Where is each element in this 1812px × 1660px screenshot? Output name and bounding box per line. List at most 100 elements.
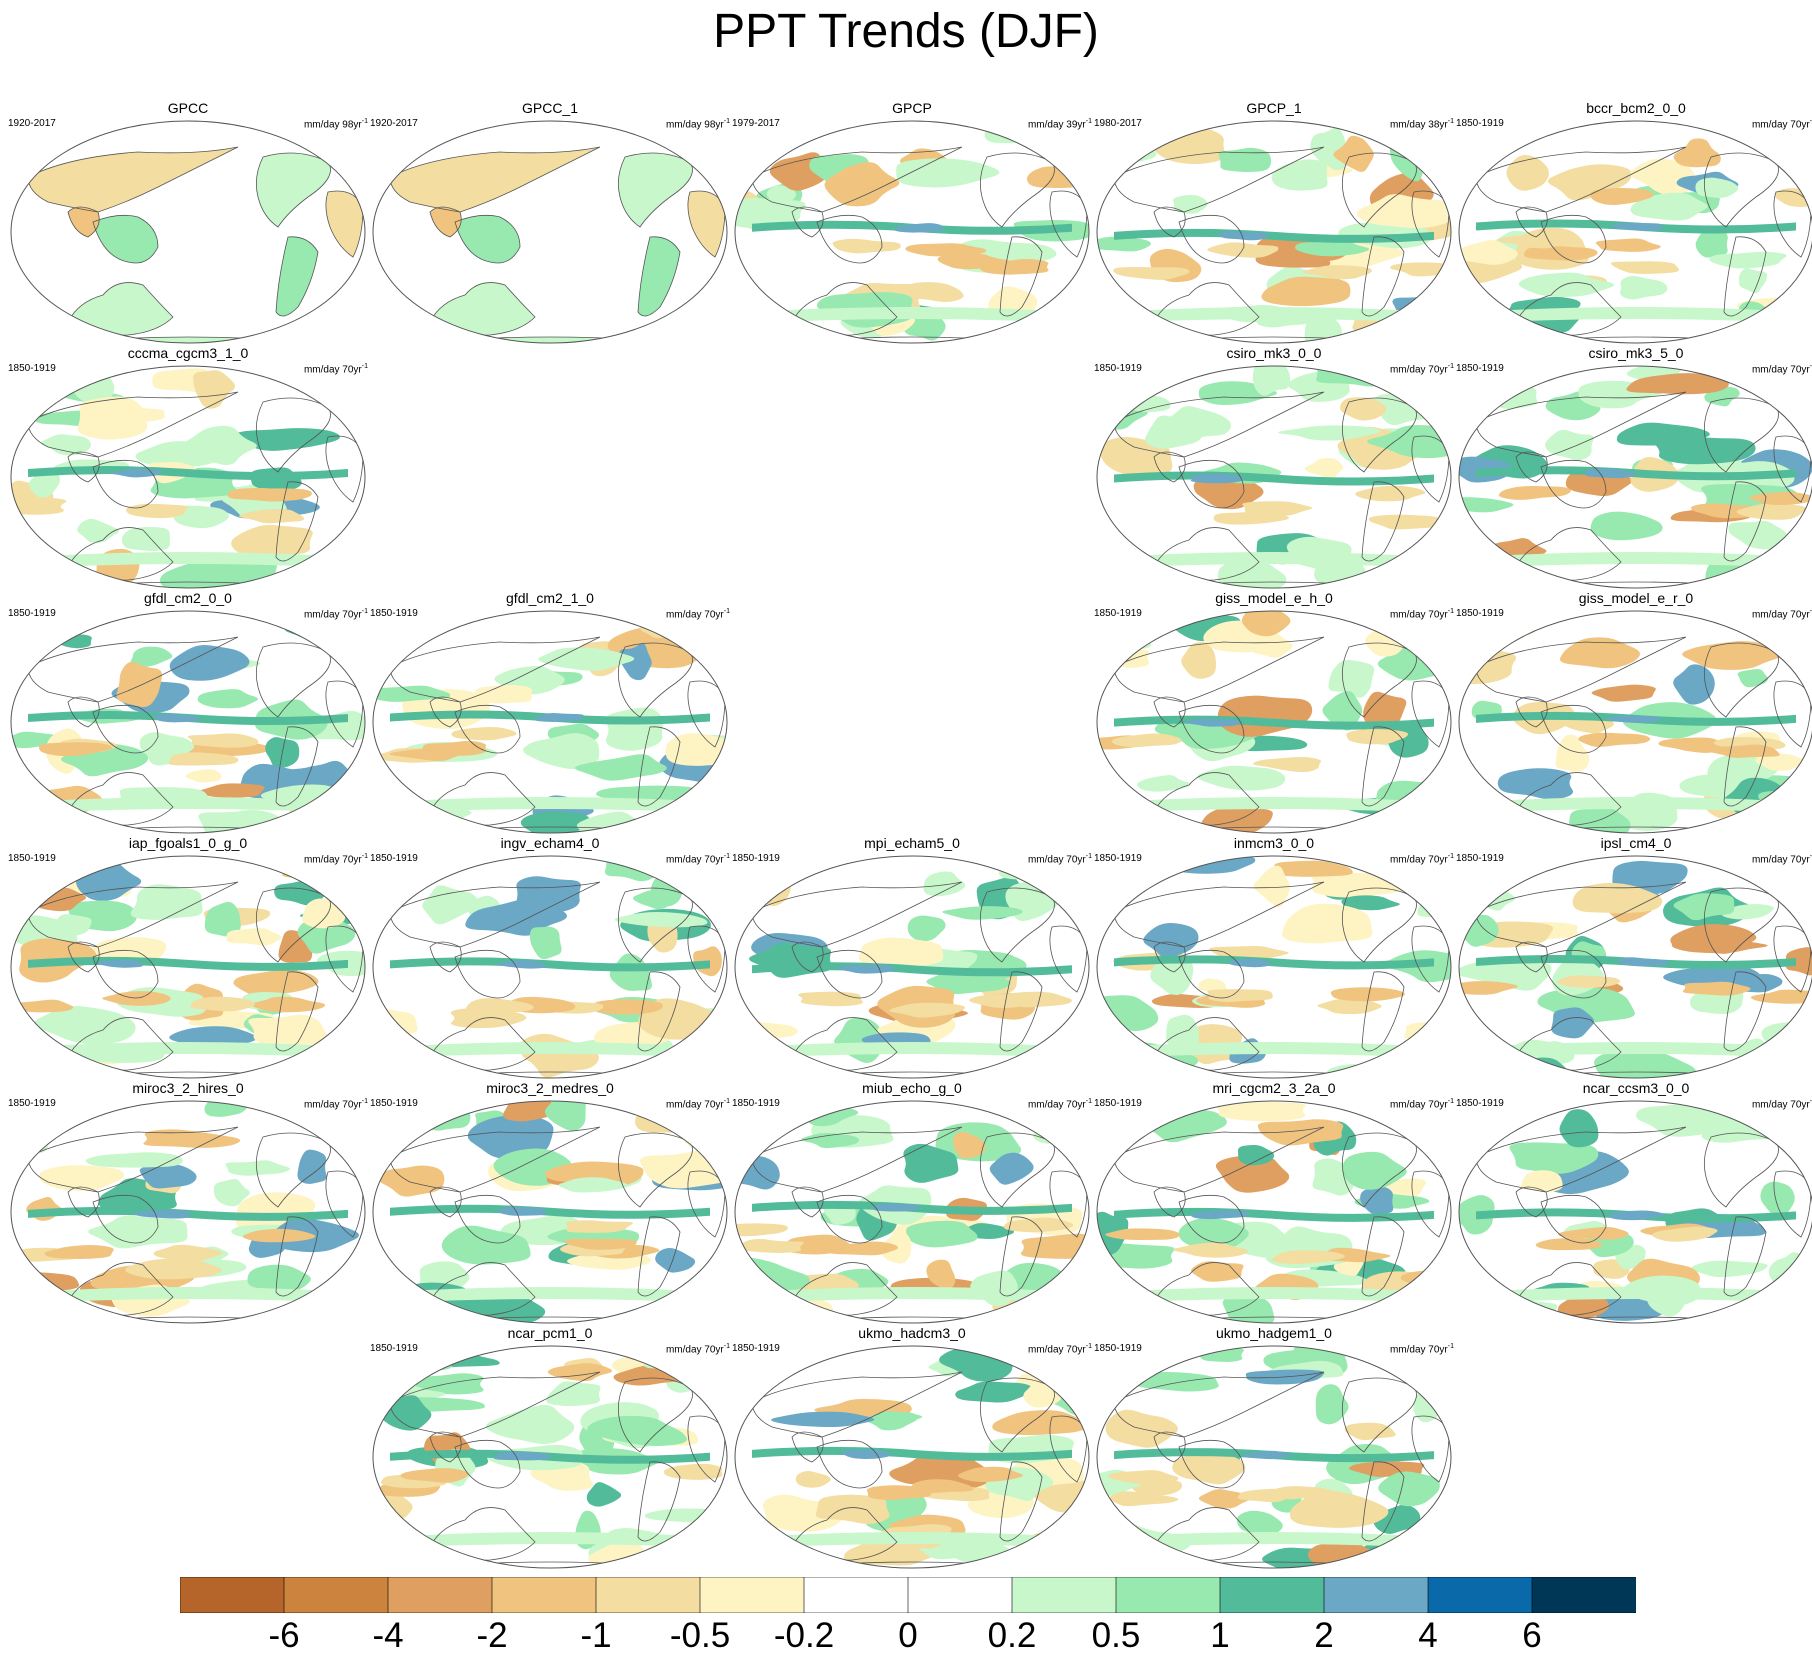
trend-region [1737,669,1768,688]
trend-region [1271,159,1328,191]
map-panel: bccr_bcm2_0_0 1850-1919 mm/day 70yr-1 [1456,100,1812,344]
trend-region [1749,491,1812,506]
trend-region [11,497,67,515]
colorbar-swatch [1115,1577,1221,1613]
panel-title: miroc3_2_medres_0 [486,1080,614,1096]
trend-region [1368,514,1441,530]
trend-region [1107,1491,1179,1507]
trend-region [1652,1226,1718,1242]
panel-period: 1920-2017 [370,118,418,129]
trend-region [133,1209,191,1219]
trend-region [643,1544,691,1568]
trend-region [39,1165,125,1191]
coastlines [751,146,1088,343]
trend-region [1328,659,1375,698]
trend-field [1459,860,1812,1078]
panel-units: mm/day 70yr-1 [1389,1098,1454,1111]
trend-region [1591,684,1656,702]
trend-region [282,856,365,880]
trend-region [827,1241,899,1256]
map-panel: mpi_echam5_0 1850-1919 mm/day 70yr-1 [732,835,1092,1079]
trend-region [1626,373,1729,395]
trend-region [1721,904,1774,920]
trend-region [1222,1295,1275,1323]
trend-region [1417,900,1451,919]
map-outline [734,1345,1090,1569]
trend-region [1340,397,1387,421]
trend-region [1341,895,1400,911]
trend-region [317,950,365,977]
trend-region [1113,267,1190,280]
map-panel: inmcm3_0_0 1850-1919 mm/day 70yr-1 [1094,835,1454,1079]
trend-region [280,570,365,588]
map-outline [372,120,728,344]
trend-region [121,526,170,551]
trend-region [373,685,451,702]
panel-units: mm/day 70yr-1 [1027,853,1092,866]
trend-region [1558,1226,1629,1240]
trend-region [97,959,143,968]
trend-region [735,198,806,229]
trend-region [1673,893,1735,921]
southern-ocean-band [28,797,348,813]
trend-region [1033,1113,1089,1144]
trend-region [1355,485,1426,502]
panel-period: 1850-1919 [370,1343,418,1354]
trend-region [1184,718,1240,727]
trend-region [1236,1510,1283,1536]
trend-region [565,1220,633,1233]
panel-units: mm/day 98yr-1 [303,118,368,131]
trend-region [1242,1450,1292,1460]
trend-region [1237,1488,1297,1503]
trend-region [77,518,119,544]
map-projection [1096,120,1452,344]
map-projection [10,365,366,589]
map-panel: gfdl_cm2_1_0 1850-1919 mm/day 70yr-1 [370,590,730,834]
trend-region [801,1132,860,1149]
colorbar-tick-label: 0.2 [987,1616,1037,1655]
equatorial-band [752,962,1072,977]
trend-region [609,953,652,991]
trend-region [116,661,163,707]
trend-region [242,1228,316,1243]
panel-title: mri_cgcm2_3_2a_0 [1212,1080,1336,1096]
trend-region [474,684,533,704]
southern-ocean-band [752,1042,1072,1058]
trend-region [864,1411,918,1431]
coastlines [1475,391,1812,588]
trend-region [1178,1217,1249,1250]
trend-region [686,1054,726,1078]
southern-ocean-band [28,1042,348,1058]
trend-region [247,1264,311,1293]
colorbar-swatch [907,1577,1013,1613]
map-panel: cccma_cgcm3_1_0 1850-1919 mm/day 70yr-1 [8,345,368,589]
trend-region [182,425,257,465]
trend-region [771,1411,875,1428]
trend-region [735,321,816,343]
trend-region [1617,957,1670,967]
land-trend-region [430,337,670,343]
map-panel: ncar_pcm1_0 1850-1919 mm/day 70yr-1 [370,1325,730,1569]
trend-region [1214,1101,1306,1122]
trend-region [1330,987,1406,1002]
trend-region [1304,457,1344,479]
trend-region [1360,1186,1394,1215]
trend-region [896,158,1000,188]
trend-region [586,1482,622,1507]
land-trend-region [390,147,600,212]
trend-region [1282,903,1373,944]
trend-region [271,1218,359,1253]
map-panel: mri_cgcm2_3_2a_0 1850-1919 mm/day 70yr-1 [1094,1080,1454,1324]
southern-ocean-band [390,1532,710,1548]
trend-region [1758,790,1812,809]
trend-field [1459,1101,1812,1323]
trend-region [665,733,727,766]
panel-units: mm/day 98yr-1 [665,118,730,131]
map-panel: GPCP_1 1980-2017 mm/day 38yr-1 [1094,100,1454,344]
trend-region [414,1373,484,1395]
map-outline [1096,365,1452,589]
trend-region [153,1244,223,1261]
trend-region [1193,477,1264,510]
trend-region [824,162,900,207]
trend-region [11,1275,53,1304]
